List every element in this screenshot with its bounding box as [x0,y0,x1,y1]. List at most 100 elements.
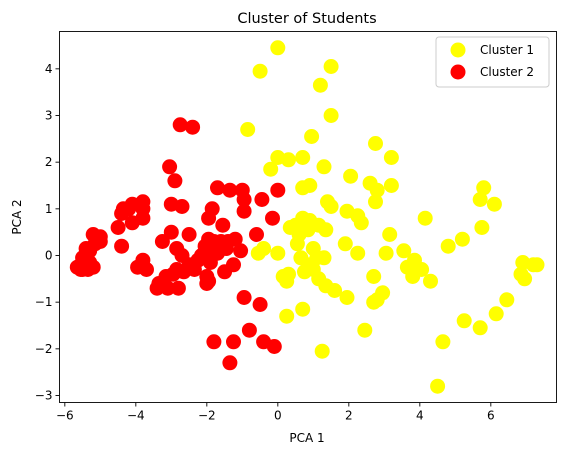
cluster-1-point [314,343,330,359]
cluster-1-point [369,182,385,198]
cluster-1-point [302,178,318,193]
cluster-2-point [149,280,165,296]
y-tick-label: 1 [45,202,53,216]
cluster-1-point [383,150,399,165]
cluster-2-point [222,355,238,371]
cluster-2-point [236,203,252,219]
cluster-2-point [170,280,186,296]
cluster-1-point [472,192,488,207]
cluster-2-point [185,119,201,135]
axis-ticks: −6 −4 −2 0 2 4 6 −3 −2 −1 0 1 2 3 4 [35,62,495,423]
y-tick-label: −2 [35,342,53,356]
cluster-1-point [499,292,515,308]
cluster-2-point [226,334,241,350]
cluster-2-point [215,217,231,233]
legend-label-cluster-1: Cluster 1 [480,43,534,57]
cluster-1-point [316,250,332,266]
cluster-1-point [382,227,398,242]
legend-marker-cluster-2 [450,64,466,80]
cluster-2-point [206,334,222,350]
cluster-1-point [240,122,256,137]
cluster-1-point [252,63,268,79]
cluster-1-point [378,245,394,261]
cluster-1-point [486,196,502,212]
cluster-1-point [396,243,412,259]
cluster-1-point [279,308,295,324]
cluster-1-point [295,301,311,317]
cluster-2-point [114,206,130,221]
cluster-1-point [250,245,266,261]
x-tick-label: −6 [56,409,74,423]
cluster-2-point [201,273,217,289]
cluster-2-point [270,182,286,198]
cluster-2-point [85,259,101,275]
cluster-1-point [270,245,286,261]
cluster-1-point [263,161,279,177]
cluster-1-point [454,231,470,247]
cluster-1-point [323,108,339,123]
x-tick-label: 0 [274,409,282,423]
cluster-1-point [357,322,373,338]
y-tick-label: −3 [35,389,53,403]
legend-marker-cluster-1 [450,42,466,58]
cluster-2-point [165,266,181,282]
cluster-1-point [304,129,320,144]
cluster-2-point [160,280,176,296]
cluster-1-point [312,77,328,93]
cluster-1-point [295,150,311,165]
cluster-1-point [275,269,291,284]
cluster-2-point [154,234,170,249]
cluster-1-point [366,269,382,284]
plot-points [69,40,545,394]
cluster-1-point [343,168,359,184]
cluster-1-point [353,215,369,231]
cluster-1-point [517,271,533,287]
cluster-1-point [430,378,446,394]
cluster-2-point [241,322,257,338]
cluster-2-point [110,220,126,235]
cluster-1-point [435,334,451,350]
cluster-2-point [252,297,268,312]
cluster-2-point [236,290,252,305]
legend: Cluster 1 Cluster 2 [435,36,550,88]
cluster-1-point [316,159,332,175]
cluster-2-point [236,192,252,207]
cluster-2-point [233,243,249,259]
cluster-1-point [339,290,355,305]
cluster-2-point [162,159,178,175]
cluster-1-point [323,59,339,74]
cluster-2-point [266,339,282,354]
x-tick-label: 4 [416,409,424,423]
cluster-2-point [186,262,202,277]
legend-label-cluster-2: Cluster 2 [480,65,534,79]
cluster-1-point [529,257,545,273]
cluster-1-point [423,273,438,289]
y-axis-label: PCA 2 [10,199,24,234]
cluster-1-point [440,238,456,254]
cluster-1-point [337,236,353,252]
cluster-2-point [210,180,225,196]
cluster-1-point [488,306,504,322]
cluster-2-point [114,238,130,254]
cluster-2-point [265,210,280,226]
cluster-2-point [254,192,270,207]
cluster-1-point [472,320,488,336]
y-tick-label: 0 [45,249,53,263]
x-tick-label: −2 [198,409,216,423]
x-tick-label: 6 [487,409,495,423]
cluster-1-point [297,264,312,280]
cluster-2-point [172,117,188,133]
x-tick-label: −4 [127,409,145,423]
cluster-1-point [368,194,383,210]
cluster-1-point [289,236,305,252]
cluster-1-point [368,136,383,151]
y-tick-label: 3 [45,109,53,123]
y-tick-label: 2 [45,155,53,169]
cluster-1-point [270,40,286,56]
cluster-1-point [476,180,492,196]
cluster-1-point [417,210,433,226]
cluster-1-point [318,222,334,238]
cluster-2-point [202,255,218,270]
cluster-2-point [174,199,190,214]
cluster-1-point [323,199,339,214]
